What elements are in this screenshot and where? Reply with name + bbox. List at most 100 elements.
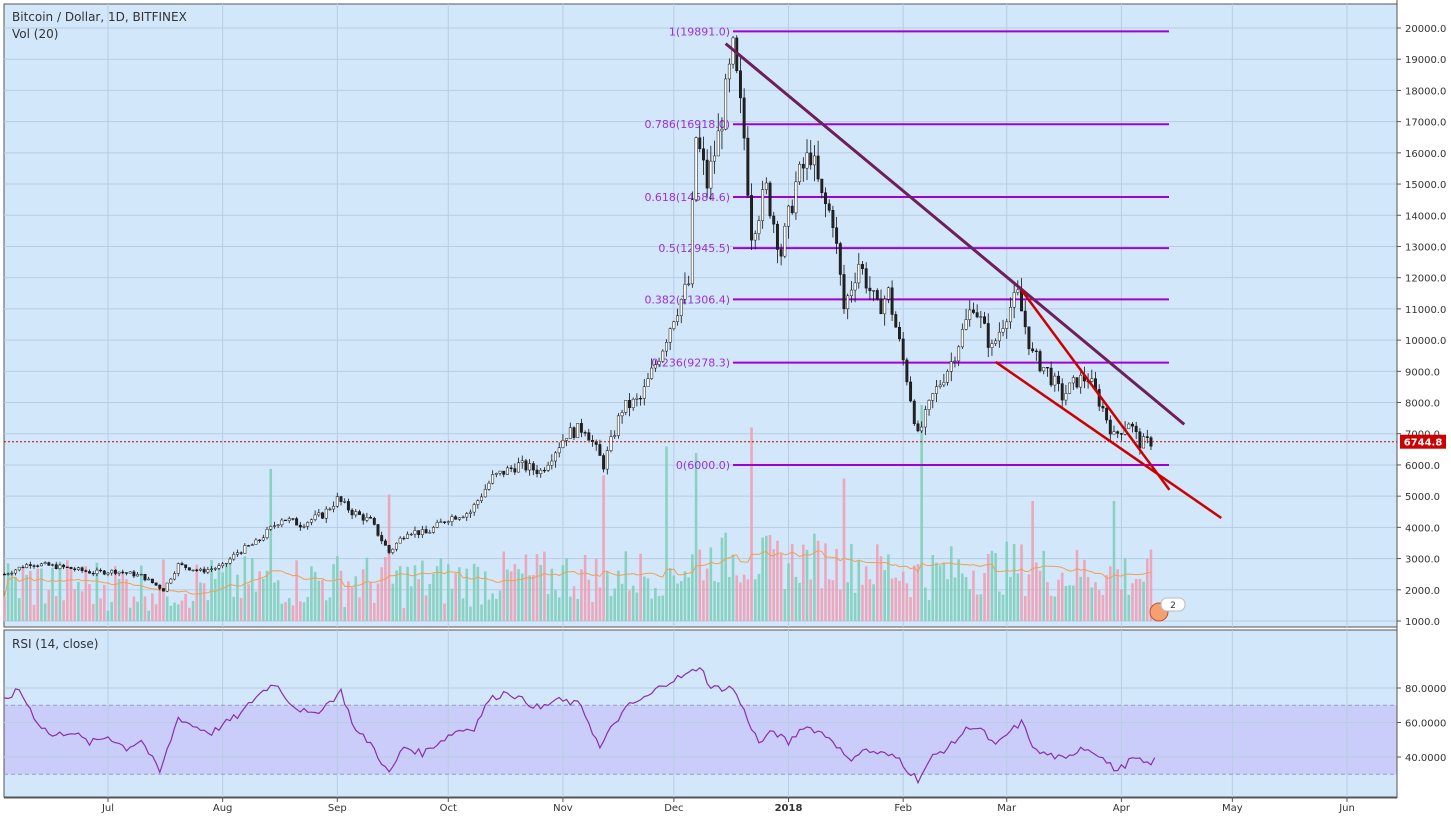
volume-bar xyxy=(602,475,605,621)
volume-bar xyxy=(432,573,435,621)
volume-bar xyxy=(920,405,923,621)
candle-down xyxy=(443,521,447,523)
volume-bar xyxy=(417,579,420,621)
volume-bar xyxy=(506,569,509,621)
volume-bar xyxy=(1149,549,1153,621)
volume-bar xyxy=(114,566,117,621)
volume-bar xyxy=(88,584,91,621)
volume-bar xyxy=(84,566,88,621)
volume-bar xyxy=(909,597,912,621)
volume-bar xyxy=(713,580,716,621)
candle-up xyxy=(139,573,143,576)
candle-down xyxy=(816,155,820,180)
candle-up xyxy=(14,569,17,574)
volume-bar xyxy=(916,564,920,621)
candle-down xyxy=(702,148,705,161)
candle-down xyxy=(838,243,842,275)
volume-bar xyxy=(313,571,317,621)
candle-down xyxy=(1049,367,1053,386)
volume-bar xyxy=(1142,581,1145,621)
volume-bar xyxy=(424,595,428,621)
rsi-tick-label: 80.0000 xyxy=(1405,684,1446,695)
volume-indicator-label[interactable]: Vol (20) xyxy=(12,27,59,41)
volume-bar xyxy=(291,605,295,621)
volume-bar xyxy=(1101,594,1105,621)
candle-down xyxy=(284,519,287,522)
volume-bar xyxy=(14,576,17,621)
volume-bar xyxy=(591,602,594,621)
candle-down xyxy=(842,274,846,310)
candle-up xyxy=(798,163,802,183)
volume-bar xyxy=(480,604,483,621)
volume-bar xyxy=(1116,569,1119,621)
volume-bar xyxy=(620,583,624,621)
candle-up xyxy=(461,516,465,519)
candle-down xyxy=(1149,437,1153,447)
candle-up xyxy=(505,467,509,475)
price-tick-label: 13000.0 xyxy=(1405,242,1446,253)
volume-bar xyxy=(110,602,113,621)
volume-bar xyxy=(62,600,65,621)
volume-bar xyxy=(783,589,787,621)
candle-down xyxy=(2,573,6,576)
volume-bar xyxy=(380,567,383,621)
volume-bar xyxy=(406,566,409,621)
volume-bar xyxy=(850,544,853,621)
candle-down xyxy=(742,97,746,139)
candle-up xyxy=(254,539,258,545)
volume-bar xyxy=(280,603,284,621)
candle-down xyxy=(402,537,406,540)
candle-up xyxy=(435,522,439,528)
volume-bar xyxy=(524,554,528,621)
volume-bar xyxy=(454,573,457,621)
candle-down xyxy=(879,298,883,315)
volume-bar xyxy=(898,580,901,621)
candle-up xyxy=(761,189,765,221)
volume-bar xyxy=(324,600,328,621)
volume-bar xyxy=(565,558,568,621)
candle-up xyxy=(938,384,942,387)
candle-down xyxy=(1045,366,1049,369)
candle-up xyxy=(679,299,683,316)
candle-up xyxy=(613,435,617,437)
volume-bar xyxy=(824,543,827,621)
volume-bar xyxy=(132,596,136,621)
candle-up xyxy=(520,460,524,463)
candle-up xyxy=(561,440,565,448)
volume-bar xyxy=(269,469,273,621)
candle-up xyxy=(106,572,110,575)
volume-bar xyxy=(273,582,276,621)
volume-bar xyxy=(990,550,994,621)
candle-up xyxy=(173,573,177,580)
candle-up xyxy=(43,562,47,565)
candle-down xyxy=(1145,436,1149,438)
candle-down xyxy=(1138,431,1142,449)
candle-up xyxy=(450,516,454,522)
volume-bar xyxy=(1072,585,1075,621)
candle-up xyxy=(642,386,646,399)
volume-bar xyxy=(509,571,513,621)
candle-up xyxy=(1142,436,1146,449)
candle-down xyxy=(905,359,909,383)
volume-bar xyxy=(802,544,805,621)
candle-down xyxy=(875,290,879,300)
candle-down xyxy=(339,496,343,502)
candle-up xyxy=(224,562,228,565)
volume-bar xyxy=(868,579,872,621)
volume-bar xyxy=(598,587,602,621)
candle-up xyxy=(243,545,247,554)
candle-up xyxy=(328,508,332,511)
candle-down xyxy=(239,552,243,554)
volume-bar xyxy=(439,558,443,621)
candle-down xyxy=(1134,425,1138,433)
candle-down xyxy=(84,570,88,572)
volume-bar xyxy=(495,598,498,621)
rsi-indicator-label[interactable]: RSI (14, close) xyxy=(12,637,99,651)
candle-up xyxy=(110,569,114,574)
candle-up xyxy=(528,463,532,471)
volume-bar xyxy=(720,537,724,621)
candle-down xyxy=(424,529,428,534)
candle-down xyxy=(1027,326,1031,350)
volume-bar xyxy=(935,562,938,621)
